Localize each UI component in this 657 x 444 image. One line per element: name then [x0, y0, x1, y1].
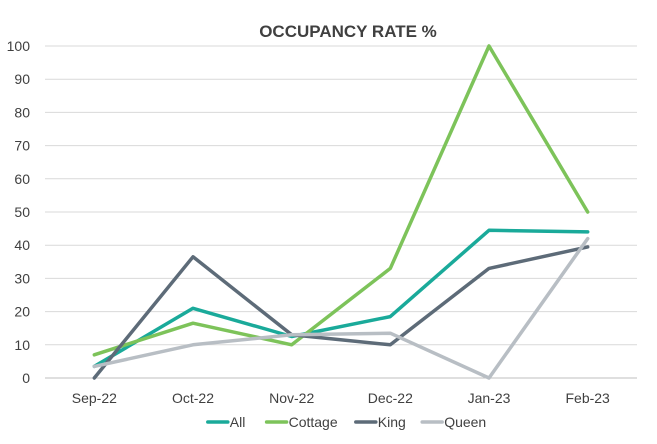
- legend-item-cottage: Cottage: [264, 414, 338, 430]
- axes: 0 10 20 30 40 50 60 70 80 90 100 Sep-22 Oct-22 Nov-22…: [7, 38, 637, 406]
- chart-title: OCCUPANCY RATE %: [259, 22, 437, 41]
- legend-label: Queen: [444, 414, 486, 430]
- x-tick-label: Nov-22: [269, 390, 314, 406]
- x-tick-label: Dec-22: [368, 390, 413, 406]
- series-line-cottage: [92, 44, 590, 357]
- y-tick-label: 70: [14, 138, 30, 154]
- legend-label: King: [378, 414, 406, 430]
- y-tick-label: 50: [14, 204, 30, 220]
- x-tick-label: Jan-23: [468, 390, 511, 406]
- gridlines: [45, 45, 637, 346]
- y-tick-label: 100: [7, 38, 31, 54]
- y-tick-label: 80: [14, 104, 30, 120]
- y-tick-label: 60: [14, 171, 30, 187]
- legend-item-all: All: [206, 414, 246, 430]
- series-line-king: [92, 245, 590, 380]
- series-line-all: [92, 228, 590, 369]
- y-tick-label: 10: [14, 337, 30, 353]
- x-tick-label: Feb-23: [565, 390, 610, 406]
- legend-item-king: King: [354, 414, 406, 430]
- legend-item-queen: Queen: [420, 414, 486, 430]
- y-tick-label: 20: [14, 304, 30, 320]
- y-tick-label: 40: [14, 237, 30, 253]
- y-tick-label: 90: [14, 71, 30, 87]
- series-line-queen: [92, 236, 590, 380]
- legend-label: Cottage: [289, 414, 338, 430]
- x-tick-label: Oct-22: [172, 390, 214, 406]
- legend-label: All: [230, 414, 246, 430]
- y-tick-label: 0: [22, 370, 30, 386]
- legend: All Cottage King Queen: [206, 414, 486, 430]
- y-tick-label: 30: [14, 270, 30, 286]
- series-lines: [92, 44, 590, 380]
- x-tick-label: Sep-22: [72, 390, 117, 406]
